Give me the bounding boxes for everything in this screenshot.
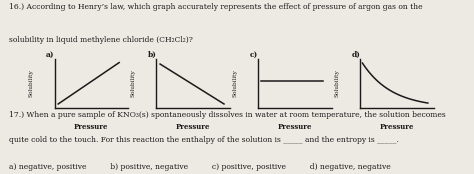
Text: solubility in liquid methylene chloride (CH₂Cl₂)?: solubility in liquid methylene chloride … [9,36,193,44]
Text: Solubility: Solubility [232,70,237,97]
Text: Pressure: Pressure [278,124,312,132]
Text: c): c) [249,50,258,58]
Text: d): d) [351,50,360,58]
Text: quite cold to the touch. For this reaction the enthalpy of the solution is _____: quite cold to the touch. For this reacti… [9,136,400,144]
Text: a): a) [46,50,54,58]
Text: Pressure: Pressure [74,124,109,132]
Text: 16.) According to Henry’s law, which graph accurately represents the effect of p: 16.) According to Henry’s law, which gra… [9,3,423,11]
Text: 17.) When a pure sample of KNO₃(s) spontaneously dissolves in water at room temp: 17.) When a pure sample of KNO₃(s) spont… [9,111,446,119]
Text: b): b) [147,50,156,58]
Text: Pressure: Pressure [176,124,210,132]
Text: Pressure: Pressure [380,124,414,132]
Text: Solubility: Solubility [334,70,339,97]
Text: Solubility: Solubility [28,70,34,97]
Text: Solubility: Solubility [130,70,136,97]
Text: a) negative, positive          b) positive, negative          c) positive, posit: a) negative, positive b) positive, negat… [9,163,391,171]
